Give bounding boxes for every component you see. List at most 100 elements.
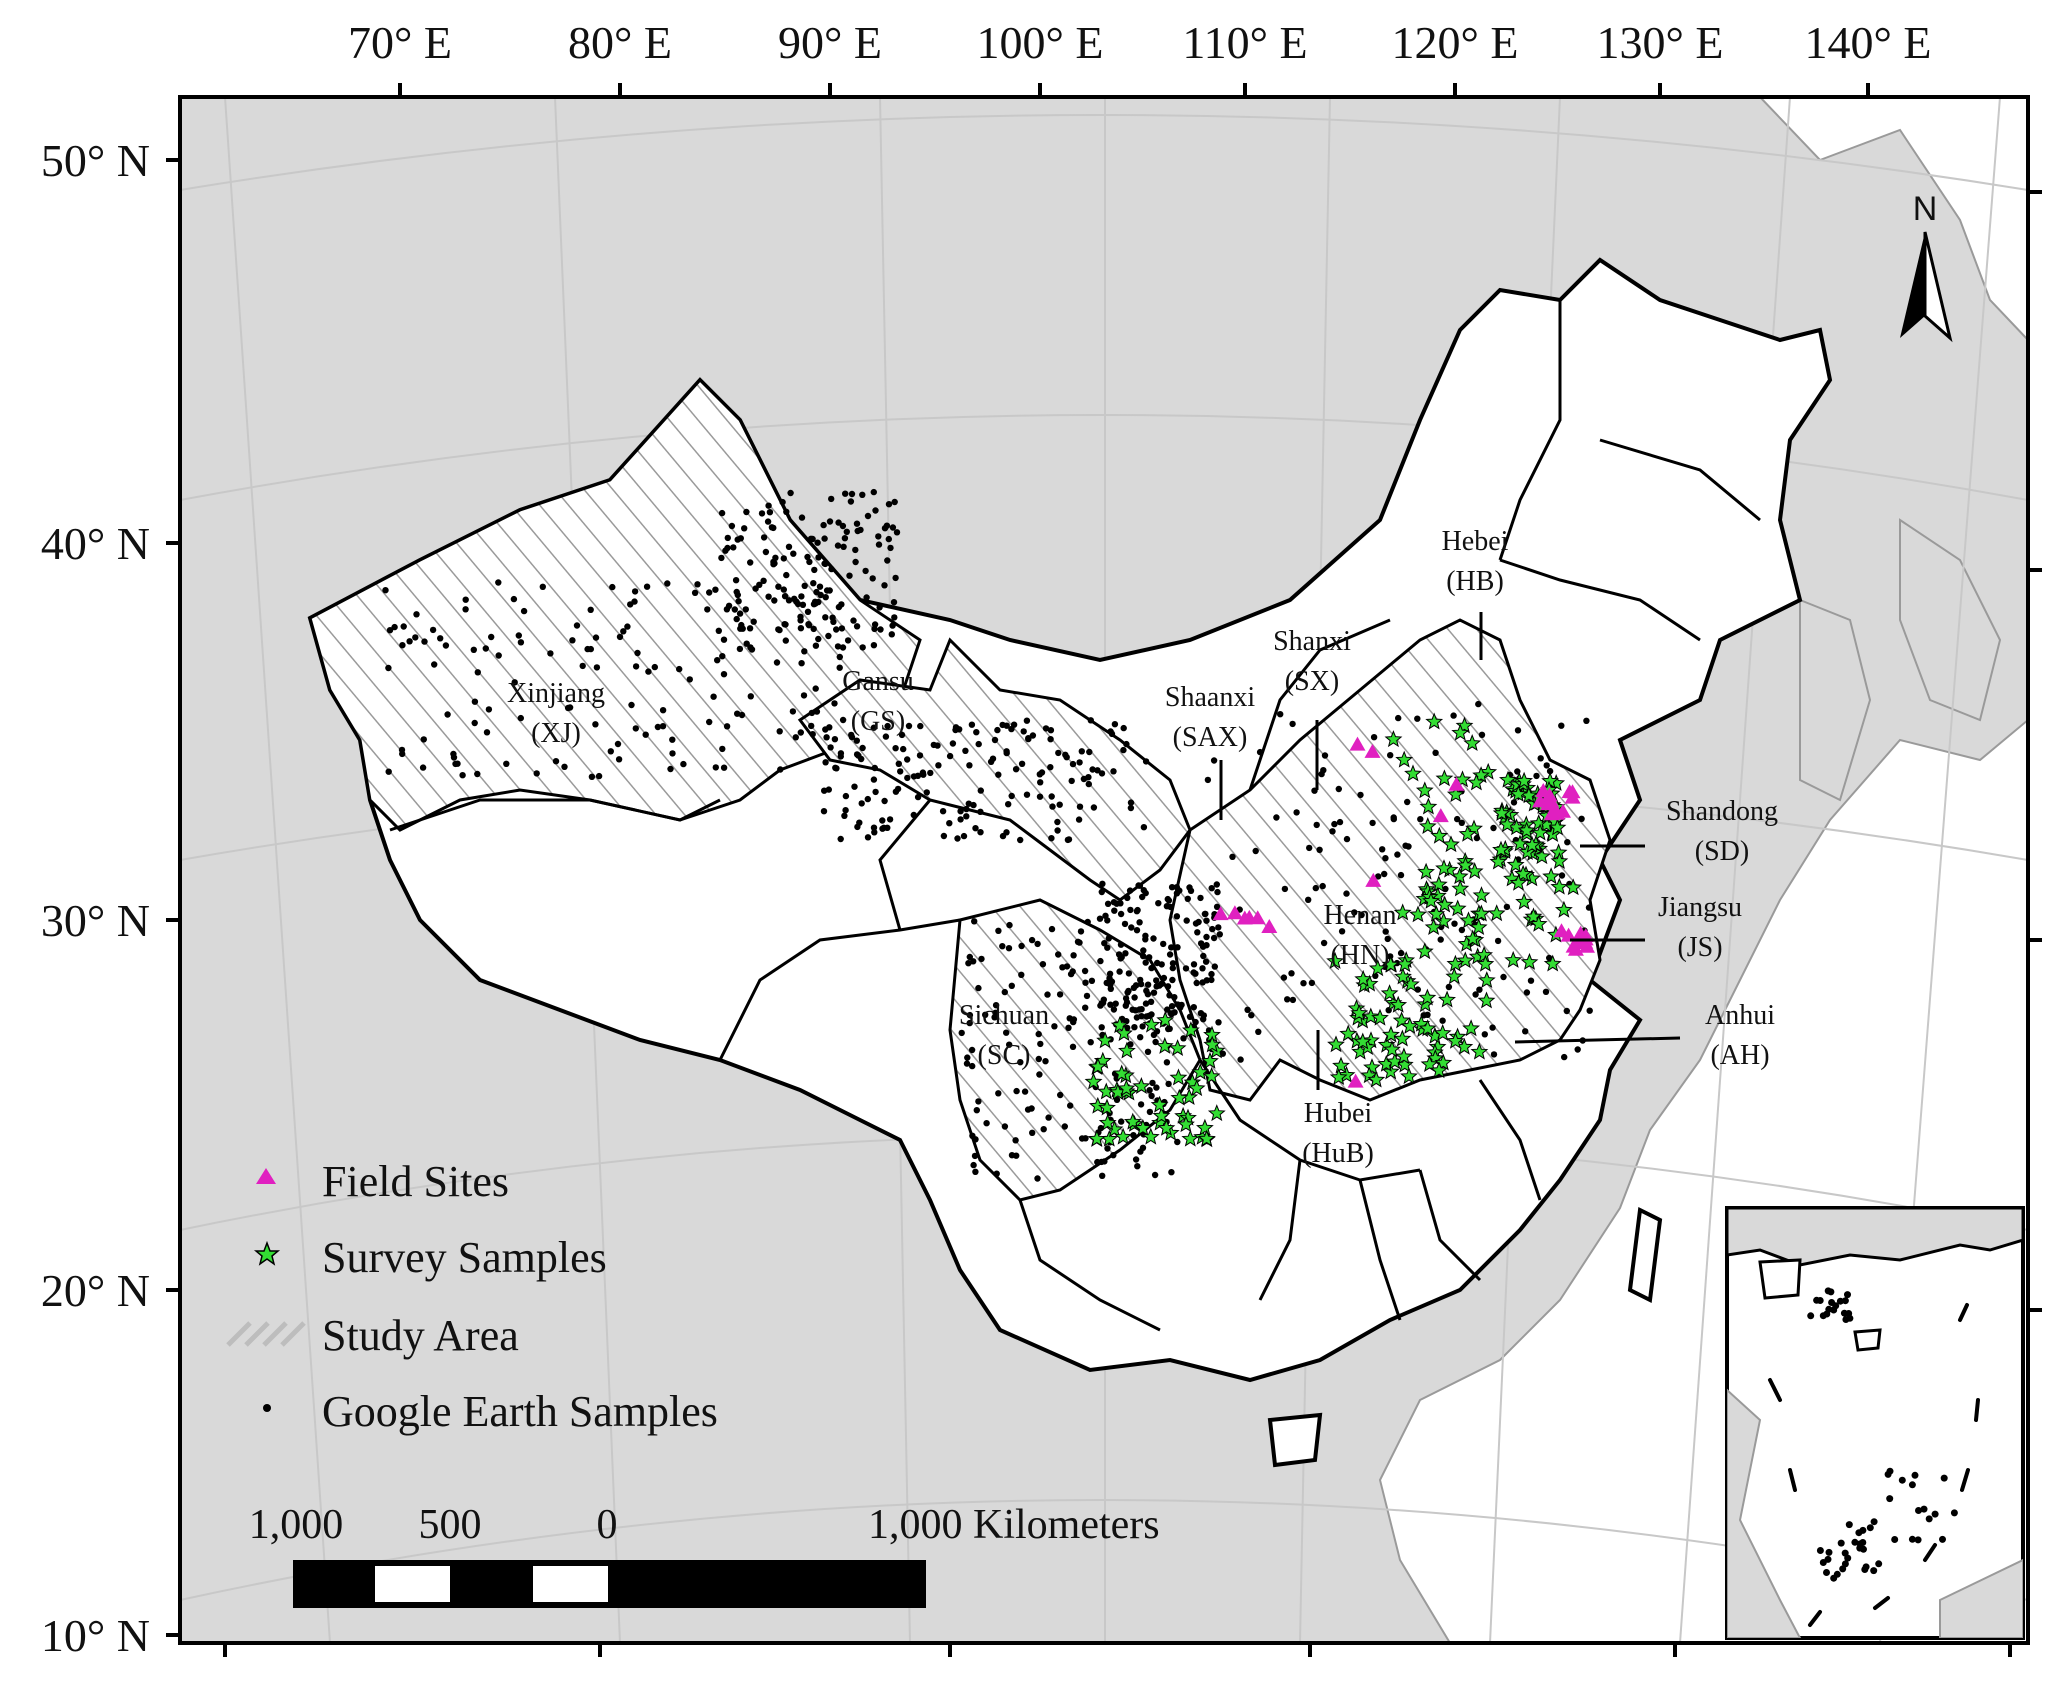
survey-sample-star [1117, 1079, 1136, 1097]
google-earth-sample-dot [614, 740, 622, 748]
survey-sample-star [1118, 1041, 1136, 1059]
legend-google-earth-samples: Google Earth Samples [322, 1387, 718, 1436]
google-earth-sample-dot [566, 704, 574, 711]
google-earth-sample-dot [770, 524, 777, 532]
survey-sample-star [1422, 891, 1440, 909]
survey-sample-star [1463, 929, 1482, 947]
google-earth-sample-dot [1180, 1035, 1187, 1042]
survey-sample-star [1492, 840, 1510, 858]
google-earth-sample-dot [1208, 976, 1215, 984]
google-earth-sample-dot [1099, 880, 1106, 887]
google-earth-sample-dot [485, 706, 493, 713]
google-earth-sample-dot [864, 512, 872, 520]
google-earth-sample-dot [1160, 940, 1167, 948]
google-earth-sample-dot [1343, 890, 1350, 897]
google-earth-sample-dot [1017, 1059, 1024, 1066]
google-earth-sample-dot [825, 632, 832, 640]
lon-label-70: 70° E [348, 17, 452, 68]
north-arrow-label: N [1913, 190, 1938, 228]
google-earth-sample-dot [1586, 1007, 1593, 1014]
google-earth-sample-dot [1451, 920, 1458, 927]
survey-sample-star [1489, 852, 1508, 870]
google-earth-sample-dot [970, 1161, 977, 1169]
google-earth-sample-dot [1523, 989, 1531, 996]
google-earth-sample-dot [510, 595, 518, 603]
google-earth-sample-dot [1312, 884, 1320, 892]
label-xinjiang-abbr: (XJ) [531, 718, 581, 749]
google-earth-sample-dot [871, 625, 878, 633]
google-earth-sample-dot [771, 597, 778, 604]
google-earth-sample-dot [837, 753, 844, 760]
lon-label-140: 140° E [1805, 17, 1932, 68]
google-earth-sample-dot [1454, 815, 1461, 823]
google-earth-sample-dot [632, 663, 640, 670]
google-earth-sample-dot [914, 772, 922, 779]
survey-sample-star [1114, 1127, 1132, 1145]
google-earth-sample-dot [1338, 928, 1346, 935]
google-earth-sample-dot [1165, 1025, 1172, 1033]
google-earth-sample-dot [747, 693, 754, 700]
survey-sample-star [1420, 1055, 1439, 1072]
google-earth-sample-dot [887, 544, 894, 552]
google-earth-sample-dot [437, 635, 444, 642]
google-earth-sample-dot [747, 559, 754, 566]
survey-sample-star [1515, 771, 1533, 789]
google-earth-sample-dot [1028, 936, 1036, 944]
google-earth-sample-dot [1335, 785, 1343, 793]
inset-island-dot [1841, 1560, 1849, 1568]
label-hubei-abbr: (HuB) [1302, 1138, 1374, 1169]
google-earth-sample-dot [983, 1120, 990, 1127]
google-earth-sample-dot [848, 490, 856, 498]
google-earth-sample-dot [968, 1046, 976, 1054]
google-earth-sample-dot [875, 541, 883, 548]
google-earth-sample-dot [1158, 961, 1165, 968]
survey-sample-star [1395, 750, 1414, 768]
google-earth-sample-dot [843, 528, 850, 535]
google-earth-sample-dot [431, 661, 438, 668]
google-earth-sample-dot [989, 755, 997, 762]
google-earth-sample-dot [1209, 925, 1216, 933]
google-earth-sample-dot [914, 793, 922, 801]
survey-sample-star [1329, 1068, 1348, 1085]
google-earth-sample-dot [898, 731, 906, 739]
google-earth-sample-dot [645, 668, 652, 675]
google-earth-sample-dot [1215, 1019, 1222, 1026]
google-earth-sample-dot [891, 614, 898, 621]
google-earth-sample-dot [892, 745, 899, 752]
google-earth-sample-dot [593, 664, 601, 671]
google-earth-sample-dot [797, 613, 804, 620]
google-earth-sample-dot [1110, 1152, 1117, 1159]
google-earth-sample-dot [1045, 1114, 1052, 1121]
google-earth-sample-dot [975, 1098, 982, 1105]
google-earth-sample-dot [1382, 928, 1389, 935]
survey-sample-star [1393, 1029, 1412, 1047]
label-sichuan-abbr: (SC) [978, 1040, 1031, 1071]
google-earth-sample-dot [852, 558, 859, 566]
google-earth-sample-dot [793, 598, 800, 605]
google-earth-sample-dot [841, 535, 849, 542]
google-earth-sample-dot [1229, 853, 1236, 860]
korea-japan-land [1799, 518, 2002, 802]
google-earth-sample-dot [720, 764, 728, 771]
google-earth-sample-dot [406, 638, 413, 645]
google-earth-sample-dot [1150, 1031, 1158, 1039]
hainan [1267, 1412, 1323, 1468]
google-earth-sample-dot [862, 567, 869, 575]
google-earth-sample-dot [822, 759, 829, 766]
legend-ge-symbol [263, 1404, 271, 1412]
google-earth-sample-dot [954, 835, 961, 842]
google-earth-sample-dot [1061, 1123, 1069, 1130]
google-earth-sample-dot [454, 760, 461, 767]
survey-sample-star [1487, 904, 1506, 922]
google-earth-sample-dot [940, 832, 948, 840]
google-earth-sample-dot [798, 514, 806, 521]
google-earth-sample-dot [1055, 749, 1062, 757]
survey-sample-star [1168, 1039, 1187, 1057]
google-earth-sample-dot [710, 693, 717, 700]
google-earth-sample-dot [1098, 888, 1106, 896]
label-hubei-name: Hubei [1304, 1098, 1373, 1129]
top-longitude-labels: 70° E 80° E 90° E 100° E 110° E 120° E 1… [348, 17, 1932, 68]
field-site-triangle [1448, 776, 1465, 791]
google-earth-sample-dot [1076, 803, 1084, 810]
survey-sample-star [1509, 784, 1528, 802]
